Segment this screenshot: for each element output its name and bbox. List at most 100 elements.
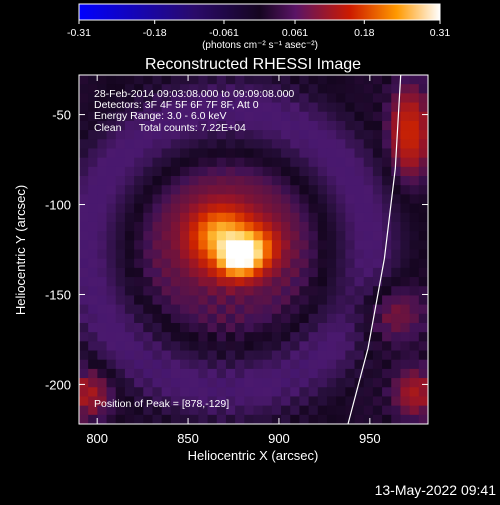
heatmap-cell (418, 267, 428, 278)
heatmap-cell (262, 84, 273, 94)
heatmap-cell (290, 378, 301, 388)
heatmap-cell (244, 203, 255, 214)
heatmap-cell (262, 194, 273, 205)
heatmap-cell (124, 368, 135, 379)
heatmap-cell (271, 396, 282, 407)
heatmap-cell (400, 350, 411, 361)
heatmap-cell (115, 120, 126, 131)
heatmap-cell (97, 249, 108, 260)
heatmap-cell (124, 130, 135, 140)
heatmap-cell (409, 93, 420, 104)
heatmap-cell (180, 176, 190, 186)
heatmap-cell (418, 249, 428, 260)
heatmap-cell (207, 258, 218, 269)
heatmap-cell (134, 185, 144, 195)
heatmap-cell (152, 240, 163, 251)
heatmap-cell (143, 249, 154, 260)
heatmap-cell (372, 332, 383, 342)
heatmap-cell (161, 157, 172, 168)
heatmap-cell (79, 286, 89, 297)
heatmap-cell (391, 295, 402, 306)
heatmap-cell (106, 221, 117, 232)
heatmap-cell (244, 387, 255, 398)
heatmap-cell (326, 84, 337, 94)
heatmap-cell (161, 378, 172, 388)
heatmap-cell (161, 166, 172, 177)
heatmap-cell (161, 93, 172, 104)
heatmap-cell (225, 139, 236, 150)
heatmap-cell (299, 212, 310, 223)
heatmap-cell (317, 249, 328, 260)
axis-ticks: 800 850 900 950 -50 -100 -150 -200 (45, 75, 428, 446)
heatmap-cell (97, 166, 108, 177)
heatmap-cell (391, 231, 402, 241)
heatmap-cell (299, 111, 310, 122)
heatmap-cell (326, 166, 337, 177)
heatmap-cell (207, 414, 218, 424)
x-tick-label: 800 (86, 431, 108, 446)
heatmap-cell (400, 185, 411, 195)
heatmap-cell (354, 304, 365, 315)
heatmap-cell (198, 405, 209, 416)
colorbar-units-label: (photons cm⁻² s⁻¹ asec⁻²) (202, 40, 318, 51)
heatmap-cell (391, 75, 402, 85)
heatmap-cell (198, 75, 209, 85)
heatmap-cell (391, 120, 402, 131)
heatmap-cell (161, 221, 172, 232)
heatmap-cell (363, 194, 374, 205)
heatmap-cell (418, 185, 428, 195)
heatmap-cell (124, 341, 135, 352)
heatmap-cell (216, 313, 227, 324)
heatmap-cell (290, 139, 301, 150)
heatmap-cell (79, 194, 89, 205)
heatmap-cell (281, 130, 291, 140)
heatmap-cell (225, 368, 236, 379)
heatmap-cell (382, 75, 392, 85)
heatmap-cell (216, 157, 227, 168)
heatmap-cell (170, 221, 181, 232)
heatmap-cell (345, 221, 356, 232)
solar-limb-curve (347, 75, 402, 424)
heatmap-cell (271, 194, 282, 205)
heatmap-cell (216, 120, 227, 131)
heatmap-cell (106, 332, 117, 342)
heatmap-cell (143, 258, 154, 269)
heatmap-cell (134, 249, 144, 260)
heatmap-cell (290, 414, 301, 424)
heatmap-cell (134, 304, 144, 315)
heatmap-cell (382, 405, 392, 416)
heatmap-cell (79, 277, 89, 287)
heatmap-cell (382, 359, 392, 370)
heatmap-cell (189, 212, 199, 223)
heatmap-cell (299, 139, 310, 150)
heatmap-cell (225, 332, 236, 342)
heatmap-cell (418, 258, 428, 269)
heatmap-cell (180, 84, 190, 94)
heatmap-cell (336, 322, 346, 333)
heatmap-cell (88, 322, 98, 333)
heatmap-cell (382, 249, 392, 260)
heatmap-cell (299, 75, 310, 85)
heatmap-cell (106, 203, 117, 214)
heatmap-cell (189, 93, 199, 104)
heatmap-cell (115, 341, 126, 352)
heatmap-cell (400, 368, 411, 379)
heatmap-cell (180, 313, 190, 324)
heatmap-cell (106, 313, 117, 324)
heatmap-cell (235, 387, 245, 398)
heatmap-cell (79, 75, 89, 85)
heatmap-cell (152, 166, 163, 177)
heatmap-cell (409, 295, 420, 306)
heatmap-cell (400, 139, 411, 150)
heatmap-cell (134, 231, 144, 241)
heatmap-cell (400, 378, 411, 388)
heatmap-cell (161, 75, 172, 85)
heatmap-cell (409, 111, 420, 122)
heatmap-cell (124, 185, 135, 195)
heatmap-cell (372, 378, 383, 388)
heatmap-cell (271, 231, 282, 241)
heatmap-cell (106, 267, 117, 278)
heatmap-cell (143, 414, 154, 424)
heatmap-cell (88, 166, 98, 177)
heatmap-cell (253, 368, 264, 379)
